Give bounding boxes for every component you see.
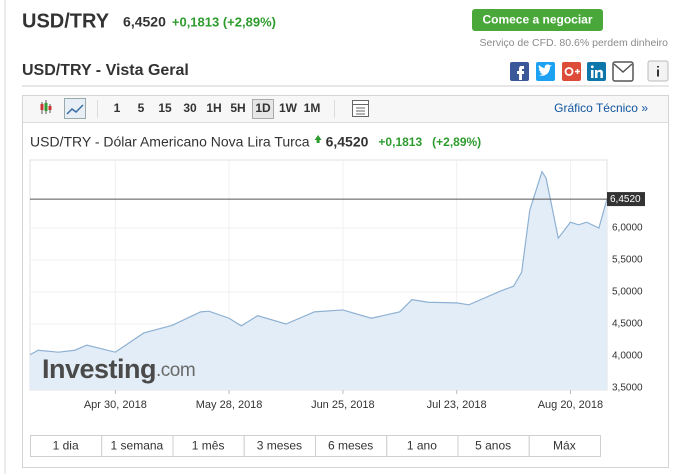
candle-body	[48, 106, 52, 110]
interval-button[interactable]: 1	[114, 101, 121, 115]
interval-buttons: 1 5 15 30 1H 5H 1D 1W 1M	[114, 99, 321, 119]
x-tick-label: Jul 23, 2018	[427, 399, 487, 411]
symbol: USD/TRY	[22, 10, 110, 32]
y-tick-label: 3,5000	[612, 383, 643, 394]
interval-button[interactable]: 5	[138, 101, 145, 115]
range-label[interactable]: 5 anos	[475, 439, 511, 453]
trade-button-bg[interactable]	[472, 9, 603, 31]
linkedin-glyph	[591, 69, 603, 78]
range-buttons: 1 dia 1 semana 1 mês 3 meses 6 meses 1 ano 5 a…	[30, 435, 601, 457]
gplus-icon[interactable]	[562, 62, 581, 81]
y-tick-label: 5,0000	[612, 287, 643, 298]
range-label[interactable]: Máx	[553, 439, 576, 453]
interval-button[interactable]: 15	[158, 101, 172, 115]
range-label[interactable]: 3 meses	[257, 439, 302, 453]
share-icons	[510, 60, 669, 82]
price: 6,4520	[123, 14, 166, 30]
y-tick-label: 4,5000	[612, 319, 643, 330]
watermark-main: Investing	[42, 354, 156, 384]
facebook-glyph	[517, 66, 524, 80]
technical-chart-link[interactable]: Gráfico Técnico »	[554, 101, 648, 115]
interval-button[interactable]: 1M	[304, 101, 321, 115]
x-tick-label: May 28, 2018	[196, 399, 263, 411]
trade-button[interactable]: Comece a negociar	[472, 9, 603, 31]
chart-price: 6,4520	[326, 134, 369, 150]
interval-active[interactable]	[252, 99, 274, 119]
price-change: +0,1813 (+2,89%)	[172, 14, 276, 29]
interval-button[interactable]: 1W	[279, 101, 298, 115]
range-button[interactable]	[528, 435, 601, 457]
interval-button[interactable]: 30	[183, 101, 197, 115]
mail-glyph	[613, 63, 633, 74]
line	[29, 170, 608, 356]
range-label[interactable]: 1 semana	[111, 439, 164, 453]
chart-change-pct: (+2,89%)	[432, 135, 481, 149]
chart-title: USD/TRY - Dólar Americano Nova Lira Turc…	[30, 134, 310, 150]
range-label[interactable]: 1 ano	[407, 439, 437, 453]
interval-button[interactable]: 5H	[230, 101, 245, 115]
range-label[interactable]: 1 dia	[53, 439, 79, 453]
price-label-bg	[607, 192, 645, 207]
plot: 3,5000 4,0000 4,5000 5,0000 5,5000 6,0000 Apr …	[29, 159, 645, 411]
settings-glyph	[352, 104, 369, 115]
range-label[interactable]: 6 meses	[328, 439, 373, 453]
price-label: 6,4520	[610, 194, 641, 205]
gplus-glyph	[564, 67, 574, 76]
linkedin-dot	[590, 65, 594, 69]
y-tick-label: 4,0000	[612, 351, 643, 362]
candle-body	[40, 104, 44, 110]
watermark-suffix: .com	[156, 360, 195, 381]
range-label[interactable]: 1 mês	[192, 439, 225, 453]
interval-button[interactable]: 1H	[206, 101, 221, 115]
interval-button[interactable]: 1D	[255, 101, 271, 115]
x-tick-label: Apr 30, 2018	[84, 399, 147, 411]
trade-button-label[interactable]: Comece a negociar	[482, 13, 592, 27]
gplus-plus	[575, 69, 580, 74]
x-tick-label: Aug 20, 2018	[538, 399, 603, 411]
watermark: Investing.com	[42, 354, 195, 384]
chart-change: +0,1813	[378, 135, 422, 149]
toolbar	[23, 96, 668, 122]
disclaimer: Serviço de CFD. 80.6% perdem dinheiro	[479, 37, 668, 49]
settings-button[interactable]	[352, 100, 369, 117]
y-tick-label: 5,5000	[612, 255, 643, 266]
x-tick-label: Jun 25, 2018	[311, 399, 375, 411]
twitter-glyph	[538, 64, 552, 76]
candle-body	[44, 103, 48, 111]
line-button[interactable]	[64, 98, 86, 119]
candle-button[interactable]	[40, 100, 52, 114]
line-button-glyph	[66, 104, 84, 115]
area	[30, 171, 607, 390]
up-arrow	[314, 135, 322, 143]
section-title: USD/TRY - Vista Geral	[22, 62, 189, 79]
y-tick-label: 6,0000	[612, 223, 643, 234]
